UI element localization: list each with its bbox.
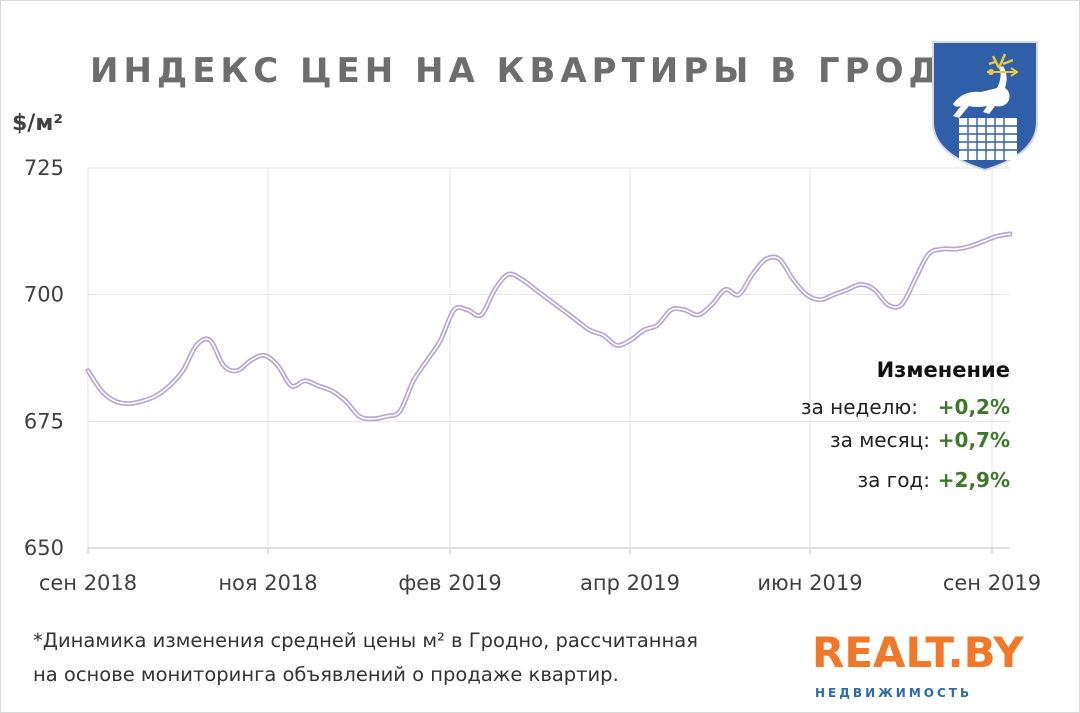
y-tick-label-2: 700 (24, 283, 64, 307)
x-tick-labels: сен 2018 ноя 2018 фев 2019 апр 2019 июн 2019… (39, 571, 1041, 595)
change-annotation: Изменение за неделю: +0,2% за месяц: +0,… (801, 358, 1010, 492)
y-tick-label-3: 725 (24, 156, 64, 180)
gridlines (87, 167, 1010, 554)
annotation-label-month: за месяц: (830, 428, 930, 452)
chart-title: ИНДЕКС ЦЕН НА КВАРТИРЫ В ГРОДНО (90, 51, 1011, 91)
price-line-series (85, 231, 1013, 422)
footnote-line-2: на основе мониторинга объявлений о прода… (33, 663, 619, 686)
price-line-inner (87, 233, 1011, 420)
x-tick-label-1: ноя 2018 (218, 571, 317, 595)
x-tick-label-4: июн 2019 (757, 571, 862, 595)
annotation-value-week: +0,2% (938, 395, 1010, 419)
annotation-value-year: +2,9% (938, 468, 1010, 492)
logo-text: REALT.BY (812, 628, 1024, 677)
annotation-label-week: за неделю: (801, 395, 918, 419)
x-tick-label-2: фев 2019 (398, 571, 501, 595)
annotation-heading: Изменение (877, 358, 1010, 382)
logo-subtitle: НЕДВИЖИМОСТЬ (815, 686, 972, 700)
y-axis-unit: $/м² (12, 111, 63, 136)
price-line-outer (85, 231, 1013, 422)
y-tick-labels: 650 675 700 725 (24, 156, 64, 560)
realt-logo: REALT.BY НЕДВИЖИМОСТЬ (812, 628, 1024, 700)
x-tick-label-3: апр 2019 (580, 571, 680, 595)
grodno-coat-of-arms-icon (932, 41, 1038, 172)
footnote-line-1: *Динамика изменения средней цены м² в Гр… (33, 629, 698, 652)
x-tick-label-0: сен 2018 (39, 571, 137, 595)
y-tick-label-1: 675 (24, 409, 64, 433)
annotation-value-month: +0,7% (938, 428, 1010, 452)
annotation-label-year: за год: (857, 468, 930, 492)
y-tick-label-0: 650 (24, 536, 64, 560)
x-tick-label-5: сен 2019 (943, 571, 1041, 595)
